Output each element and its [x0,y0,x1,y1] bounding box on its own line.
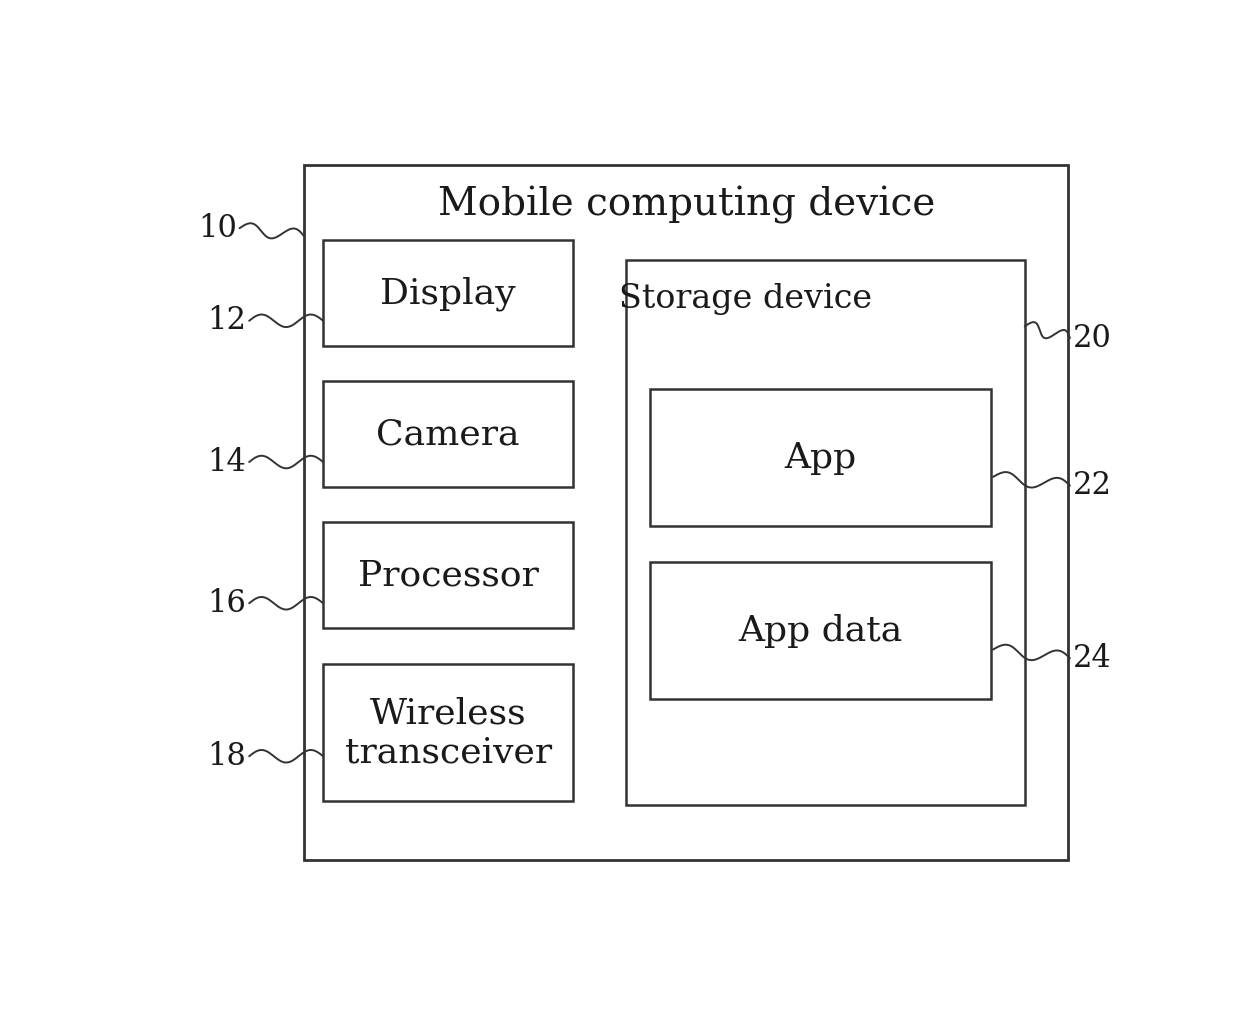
Text: 12: 12 [207,306,247,336]
Bar [650,561,991,699]
Text: Camera: Camera [377,418,520,451]
Text: 20: 20 [1073,323,1111,354]
Text: App: App [784,441,856,475]
Text: 14: 14 [207,446,247,478]
Text: 16: 16 [207,588,247,619]
Text: Mobile computing device: Mobile computing device [438,185,935,223]
Bar [304,165,1068,860]
Bar [324,523,573,629]
Text: 24: 24 [1073,643,1111,674]
Bar [650,389,991,527]
Text: 22: 22 [1073,470,1111,501]
Text: App data: App data [738,613,903,648]
Bar [324,381,573,487]
Text: Storage device: Storage device [620,283,873,315]
Bar [324,663,573,801]
Text: 10: 10 [198,213,237,244]
Text: Wireless
transceiver: Wireless transceiver [345,696,552,769]
Text: 18: 18 [207,741,247,771]
Text: Display: Display [381,276,516,311]
Bar [324,239,573,345]
Text: Processor: Processor [357,558,538,593]
Bar [626,260,1024,805]
